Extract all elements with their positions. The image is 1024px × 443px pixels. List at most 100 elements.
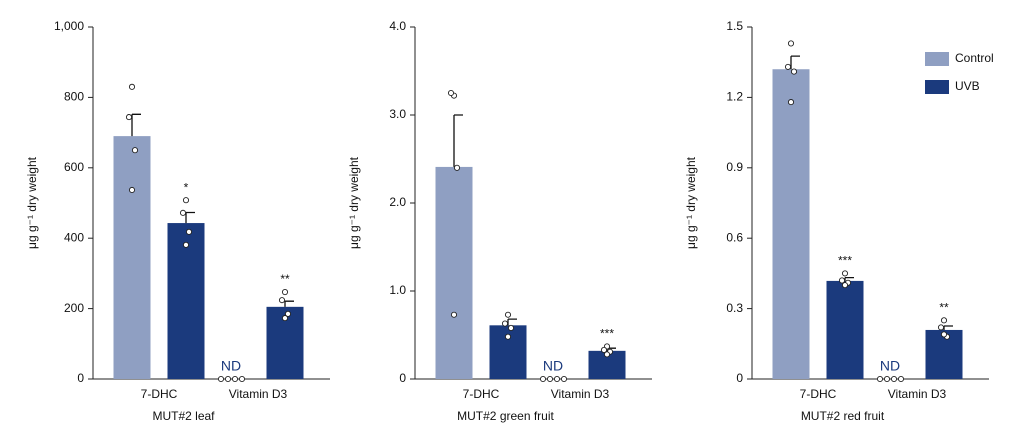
error-bar (507, 318, 517, 326)
data-point (504, 333, 512, 340)
y-tick-label: 200 (64, 301, 84, 315)
category-label: 7-DHC (141, 387, 178, 401)
data-point (603, 351, 611, 358)
data-point (131, 147, 139, 154)
data-point (278, 297, 286, 304)
y-axis-label: μg g⁻¹ dry weight (684, 156, 698, 249)
x-axis-label: MUT#2 leaf (152, 409, 215, 423)
data-point (787, 99, 795, 106)
category-label: 7-DHC (463, 387, 500, 401)
y-tick-label: 0.3 (726, 301, 743, 315)
category-label: 7-DHC (800, 387, 837, 401)
bar (435, 166, 473, 379)
data-point (507, 324, 515, 332)
missing-label: ND (880, 358, 900, 374)
data-point (179, 209, 187, 216)
data-point (185, 228, 193, 235)
data-point (784, 63, 792, 70)
data-point (447, 89, 455, 97)
significance: ** (939, 301, 949, 315)
significance: * (184, 180, 189, 194)
significance: *** (600, 327, 614, 341)
data-point (787, 40, 795, 47)
y-tick-label: 1.2 (726, 90, 743, 104)
bar (826, 280, 864, 379)
bar (772, 69, 810, 380)
y-tick-label: 1.0 (389, 283, 406, 297)
data-point (940, 331, 948, 338)
data-point (182, 241, 190, 248)
legend-swatch (925, 80, 949, 94)
data-point (238, 375, 246, 383)
category-label: Vitamin D3 (551, 387, 610, 401)
missing-label: ND (221, 358, 241, 374)
data-point (897, 375, 905, 383)
y-tick-label: 2.0 (389, 195, 406, 209)
data-point (125, 114, 133, 121)
data-point (790, 68, 798, 75)
data-point (890, 375, 898, 383)
data-point (281, 315, 289, 322)
y-tick-label: 0 (399, 371, 406, 385)
category-label: Vitamin D3 (229, 387, 288, 401)
y-axis-label: μg g⁻¹ dry weight (25, 156, 39, 249)
error-bar (131, 113, 141, 137)
category-label: Vitamin D3 (888, 387, 947, 401)
data-point (284, 310, 292, 317)
bar (489, 325, 527, 379)
y-tick-label: 0.6 (726, 230, 743, 244)
y-tick-label: 600 (64, 160, 84, 174)
data-point (876, 375, 884, 383)
y-tick-label: 0 (77, 371, 84, 385)
data-point (841, 270, 849, 277)
data-point (231, 375, 239, 383)
significance: ** (280, 272, 290, 286)
y-tick-label: 4.0 (389, 19, 406, 33)
error-bar (185, 211, 195, 224)
y-axis-label: μg g⁻¹ dry weight (347, 156, 361, 249)
y-tick-label: 0.9 (726, 160, 743, 174)
data-point (217, 375, 225, 383)
y-tick-label: 0 (736, 371, 743, 385)
data-point (539, 375, 547, 383)
bar (167, 223, 205, 379)
data-point (883, 375, 891, 383)
data-point (281, 289, 289, 296)
data-point (838, 277, 846, 284)
data-point (546, 375, 554, 383)
data-point (553, 375, 561, 383)
bar (113, 136, 151, 379)
data-point (182, 197, 190, 204)
x-axis-label: MUT#2 red fruit (801, 409, 885, 423)
y-tick-label: 1,000 (54, 19, 84, 33)
data-point (224, 375, 232, 383)
error-bar (790, 55, 800, 70)
data-point (128, 186, 136, 194)
y-tick-label: 400 (64, 230, 84, 244)
legend-label: Control (955, 51, 994, 65)
data-point (937, 324, 945, 331)
data-point (841, 282, 849, 289)
y-tick-label: 3.0 (389, 107, 406, 121)
data-point (600, 346, 608, 354)
legend-swatch (925, 52, 949, 66)
x-axis-label: MUT#2 green fruit (457, 409, 554, 423)
y-tick-label: 1.5 (726, 19, 743, 33)
error-bar (943, 325, 953, 330)
error-bar (453, 114, 463, 167)
data-point (560, 375, 568, 383)
data-point (453, 164, 461, 171)
data-point (501, 320, 509, 327)
data-point (450, 311, 458, 318)
legend-label: UVB (955, 79, 980, 93)
data-point (940, 317, 948, 324)
bar (925, 329, 963, 379)
y-tick-label: 800 (64, 90, 84, 104)
data-point (128, 83, 136, 90)
missing-label: ND (543, 358, 563, 374)
significance: *** (838, 254, 852, 268)
data-point (504, 311, 512, 318)
error-bar (284, 300, 294, 307)
